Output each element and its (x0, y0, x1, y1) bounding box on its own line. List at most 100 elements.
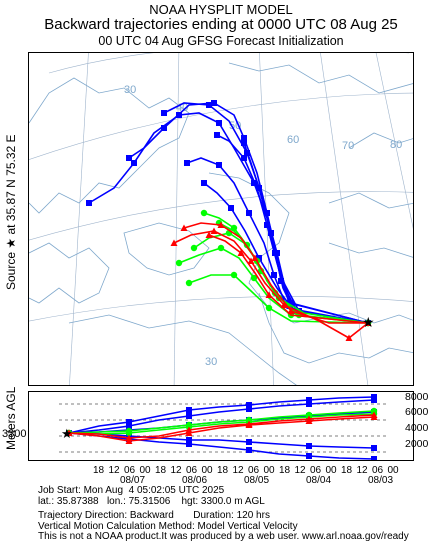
footer-disclaimer: This is not a NOAA product.It was produc… (38, 531, 409, 542)
vertical-blue-0-marker (126, 419, 132, 425)
vertical-blue-1-marker (126, 423, 132, 429)
trajectory-map: 30 40 50 60 70 80 30 ★ (28, 52, 414, 386)
blue-trajectory-2-marker (206, 102, 212, 108)
height-label-4000: 4000 (405, 422, 429, 434)
height-label-2000: 2000 (405, 438, 429, 450)
blue-trajectory-3-marker (246, 210, 252, 216)
trajectory-title: Backward trajectories ending at 0000 UTC… (44, 16, 398, 33)
hour-tick-label: 00 (387, 465, 399, 476)
vertical-blue-2 (68, 432, 375, 460)
footer-location: lat.: 35.87388 lon.: 75.31506 hgt: 3300.… (38, 495, 265, 507)
green-trajectory-3 (188, 274, 369, 324)
footer-method: Vertical Motion Calculation Method: Mode… (38, 520, 298, 532)
blue-trajectory-5-marker (264, 222, 270, 228)
hour-tick-label: 12 (170, 465, 182, 476)
red-trajectory-2-marker (205, 231, 213, 238)
hour-tick-label: 18 (279, 465, 291, 476)
red-trajectory-0 (173, 230, 369, 339)
hour-tick-label: 12 (232, 465, 244, 476)
red-trajectory-0-marker (345, 334, 353, 341)
hour-tick-label: 18 (93, 465, 105, 476)
red-trajectory-1-marker (251, 254, 259, 261)
red-trajectory-1-marker (217, 221, 225, 228)
vertical-blue-3-marker (246, 439, 252, 445)
vertical-blue-3-marker (186, 437, 192, 443)
blue-trajectory-5-marker (241, 155, 247, 161)
blue-trajectory-6-marker (201, 180, 207, 186)
green-trajectory-1 (178, 247, 369, 324)
graticule (29, 53, 413, 385)
vertical-blue-1 (68, 399, 375, 434)
vertical-blue-3 (68, 432, 375, 449)
hour-tick-label: 18 (341, 465, 353, 476)
blue-trajectory-1-marker (211, 100, 217, 106)
height-label-6000: 6000 (405, 406, 429, 418)
green-trajectory-3-marker (230, 271, 238, 279)
blue-trajectory-2-marker (161, 110, 167, 116)
vertical-blue-0 (68, 396, 375, 434)
footer-job-start: Job Start: Mon Aug 4 05:02:05 UTC 2025 (38, 485, 225, 496)
source-location-label: Source ★ at 35.87 N 75.32 E (4, 134, 18, 290)
model-title: NOAA HYSPLIT MODEL (149, 2, 293, 17)
date-tick-label: 08/03 (368, 475, 394, 486)
vertical-green-1-marker (125, 429, 133, 437)
lon-label-60: 60 (287, 134, 299, 146)
hour-tick-label: 06 (186, 465, 198, 476)
vertical-green-0 (68, 410, 375, 434)
vertical-red-1-marker (185, 429, 193, 436)
vertical-blue-0-marker (306, 397, 312, 403)
vertical-blue-1-marker (186, 413, 192, 419)
source-star-icon: ★ (362, 314, 375, 330)
blue-trajectory-0-marker (216, 120, 222, 126)
hour-tick-label: 00 (139, 465, 151, 476)
vertical-green-1 (68, 413, 375, 435)
hour-tick-label: 06 (310, 465, 322, 476)
vertical-trajectories (65, 394, 378, 460)
vertical-red-1-marker (370, 413, 378, 420)
green-trajectory-3-marker (185, 279, 193, 287)
vertical-canvas: ★ (59, 394, 389, 460)
blue-trajectory-1-marker (126, 155, 132, 161)
footer-info: Job Start: Mon Aug 4 05:02:05 UTC 2025 la… (38, 485, 409, 543)
vertical-blue-1-marker (371, 397, 377, 403)
vertical-blue-0-marker (246, 402, 252, 408)
lat-label-30: 30 (205, 356, 217, 368)
vertical-red-1 (68, 416, 375, 442)
vertical-blue-1-marker (306, 401, 312, 407)
hour-tick-label: 06 (124, 465, 136, 476)
blue-trajectory-3-marker (271, 272, 277, 278)
map-trajectories (86, 100, 372, 341)
vertical-source-star-icon: ★ (61, 426, 73, 441)
blue-trajectory-0 (88, 112, 369, 324)
blue-trajectory-0-marker (131, 160, 137, 166)
hour-tick-label: 00 (325, 465, 337, 476)
hour-tick-label: 12 (294, 465, 306, 476)
red-trajectory-2-marker (265, 291, 273, 298)
red-trajectory-2-marker (237, 249, 245, 256)
hour-tick-label: 06 (248, 465, 260, 476)
hour-tick-label: 12 (108, 465, 120, 476)
lon-label-80: 80 (390, 139, 402, 151)
blue-trajectory-6-marker (228, 205, 234, 211)
date-tick-label: 08/06 (182, 475, 208, 486)
blue-trajectory-4 (243, 142, 369, 324)
green-trajectory-2-marker (200, 209, 208, 217)
red-trajectory-2 (208, 234, 369, 324)
blue-trajectory-6-marker (256, 255, 262, 261)
vertical-blue-2-marker (186, 441, 192, 447)
green-trajectory-1-marker (217, 244, 225, 252)
vertical-blue-3-marker (371, 445, 377, 451)
blue-trajectory-5 (216, 134, 369, 324)
red-trajectory-2-marker (364, 319, 372, 326)
date-tick-label: 08/04 (306, 475, 332, 486)
vertical-blue-2-marker (246, 447, 252, 453)
initialization-subtitle: 00 UTC 04 Aug GFSG Forecast Initializati… (98, 34, 344, 48)
red-trajectory-0-marker (210, 227, 218, 234)
blue-trajectory-1-marker (241, 135, 247, 141)
blue-trajectory-3-marker (216, 162, 222, 168)
blue-trajectory-5-marker (214, 132, 220, 138)
vertical-blue-0-marker (186, 407, 192, 413)
vertical-red-0 (68, 414, 375, 439)
footer-direction: Trajectory Direction: Backward Duration:… (38, 510, 270, 521)
hour-tick-label: 12 (356, 465, 368, 476)
